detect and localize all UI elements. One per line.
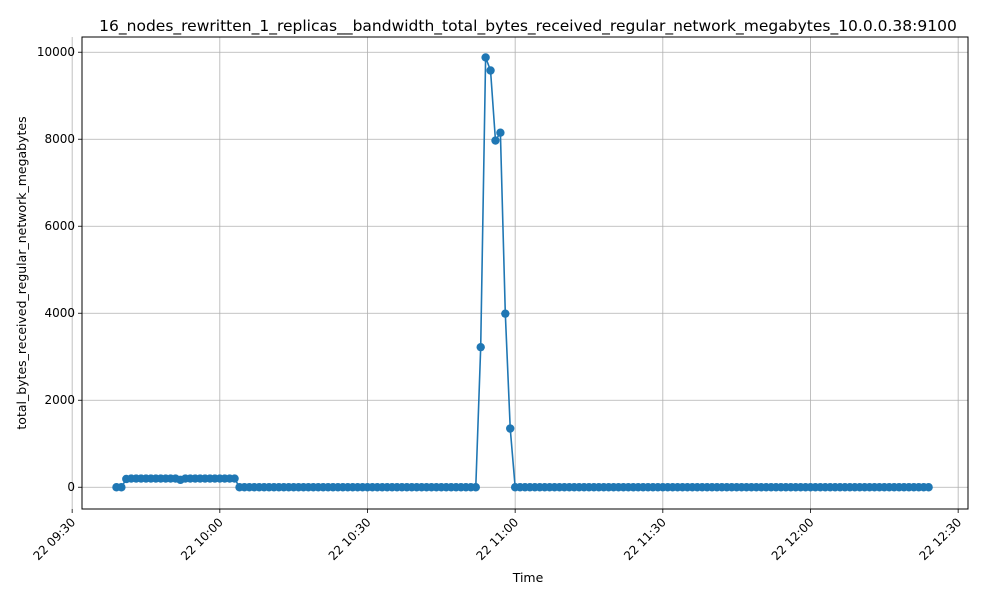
y-tick-label: 8000 <box>44 132 75 146</box>
series-line <box>116 57 929 489</box>
data-point <box>117 483 126 492</box>
x-axis-label: Time <box>512 570 544 585</box>
data-point <box>471 483 480 492</box>
x-tick-label: 22 12:30 <box>916 515 964 563</box>
data-point <box>501 309 510 318</box>
data-point <box>506 424 515 433</box>
data-point <box>230 474 239 483</box>
x-tick-label: 22 09:30 <box>30 515 78 563</box>
y-tick-label: 0 <box>67 480 75 494</box>
x-axis: 22 09:30 22 10:00 22 10:30 22 11:00 22 11:30… <box>30 509 964 563</box>
y-tick-label: 4000 <box>44 306 75 320</box>
data-point <box>486 66 495 75</box>
y-axis: 0 2000 4000 6000 8000 10000 <box>37 45 82 494</box>
y-tick-label: 2000 <box>44 393 75 407</box>
y-tick-label: 10000 <box>37 45 75 59</box>
data-point <box>491 136 500 145</box>
x-tick-label: 22 12:00 <box>769 515 817 563</box>
data-point <box>496 128 505 137</box>
data-point <box>924 483 933 492</box>
chart-title: 16_nodes_rewritten_1_replicas__bandwidth… <box>99 17 957 36</box>
data-point <box>476 342 485 352</box>
plot-frame <box>81 36 969 510</box>
x-tick-label: 22 10:00 <box>178 515 226 563</box>
x-tick-label: 22 11:30 <box>621 515 669 563</box>
data-point <box>481 53 490 62</box>
series-layer <box>112 53 933 492</box>
x-tick-label: 22 11:00 <box>473 515 521 563</box>
y-axis-label: total_bytes_received_regular_network_meg… <box>14 116 29 429</box>
y-tick-label: 6000 <box>44 219 75 233</box>
x-tick-label: 22 10:30 <box>326 515 374 563</box>
grid <box>71 37 968 509</box>
